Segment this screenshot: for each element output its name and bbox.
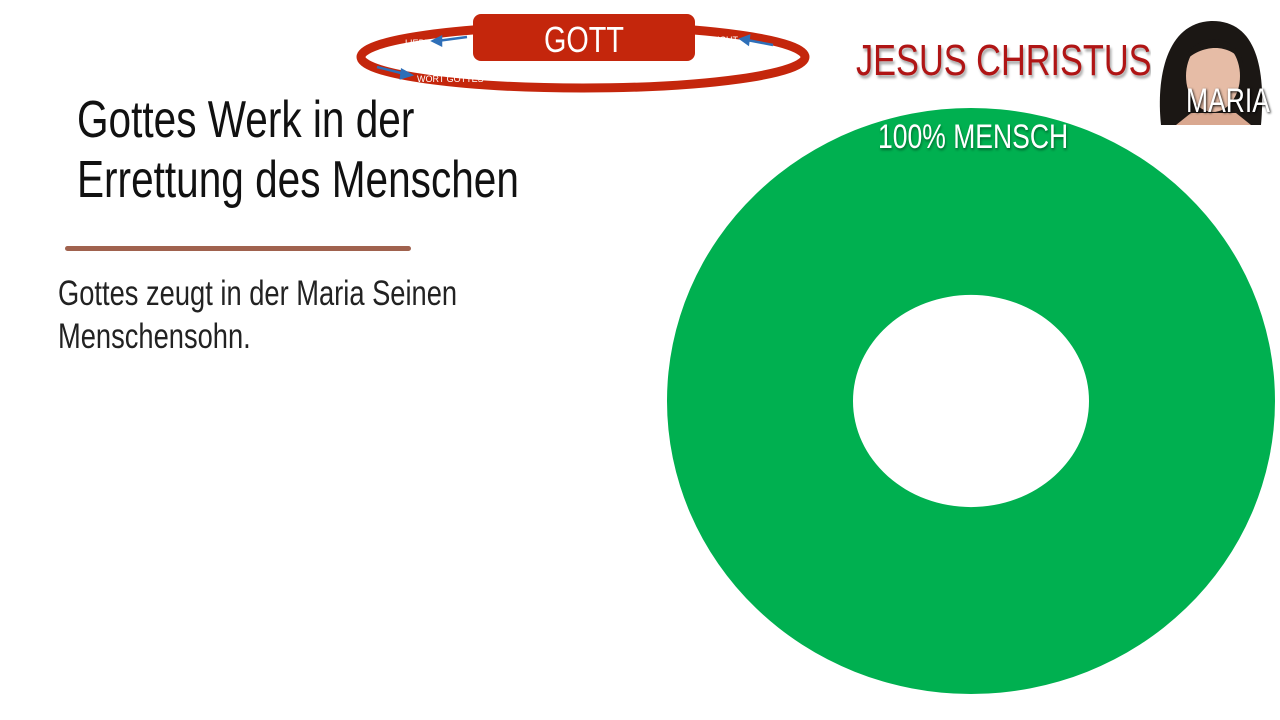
page-title: Gottes Werk in der Errettung des Mensche…: [77, 90, 644, 210]
jesus-christus-text: JESUS CHRISTUS: [856, 36, 1152, 85]
jesus-christus-label: JESUS CHRISTUS: [856, 36, 1235, 86]
gott-label: GOTT: [544, 19, 624, 60]
body-line-2: Menschensohn.: [58, 317, 251, 356]
liebe-label: LIEBE: [405, 38, 431, 48]
body-line-1: Gottes zeugt in der Maria Seinen: [58, 274, 458, 313]
maria-label-text: MARIA: [1186, 82, 1270, 120]
mensch-label-text: 100% MENSCH: [878, 118, 1069, 156]
mensch-label: 100% MENSCH: [878, 118, 1122, 157]
divider: [65, 246, 411, 251]
maria-photo: [1151, 18, 1268, 125]
wort-gottes-label: WORT GOTTES: [417, 74, 484, 84]
portrait-image: [1159, 20, 1263, 125]
cycle-diagram: GOTT LIEBE FRUCHT WORT GOTTES: [356, 14, 810, 93]
frucht-label: FRUCHT: [701, 35, 738, 45]
gott-box: [473, 14, 695, 61]
arrow-icon: [376, 34, 774, 80]
title-line-1: Gottes Werk in der: [77, 91, 415, 149]
donut-ring: [667, 108, 1275, 694]
title-line-2: Errettung des Menschen: [77, 151, 519, 209]
body-text: Gottes zeugt in der Maria Seinen Mensche…: [58, 272, 570, 358]
maria-label: MARIA: [1186, 82, 1280, 121]
